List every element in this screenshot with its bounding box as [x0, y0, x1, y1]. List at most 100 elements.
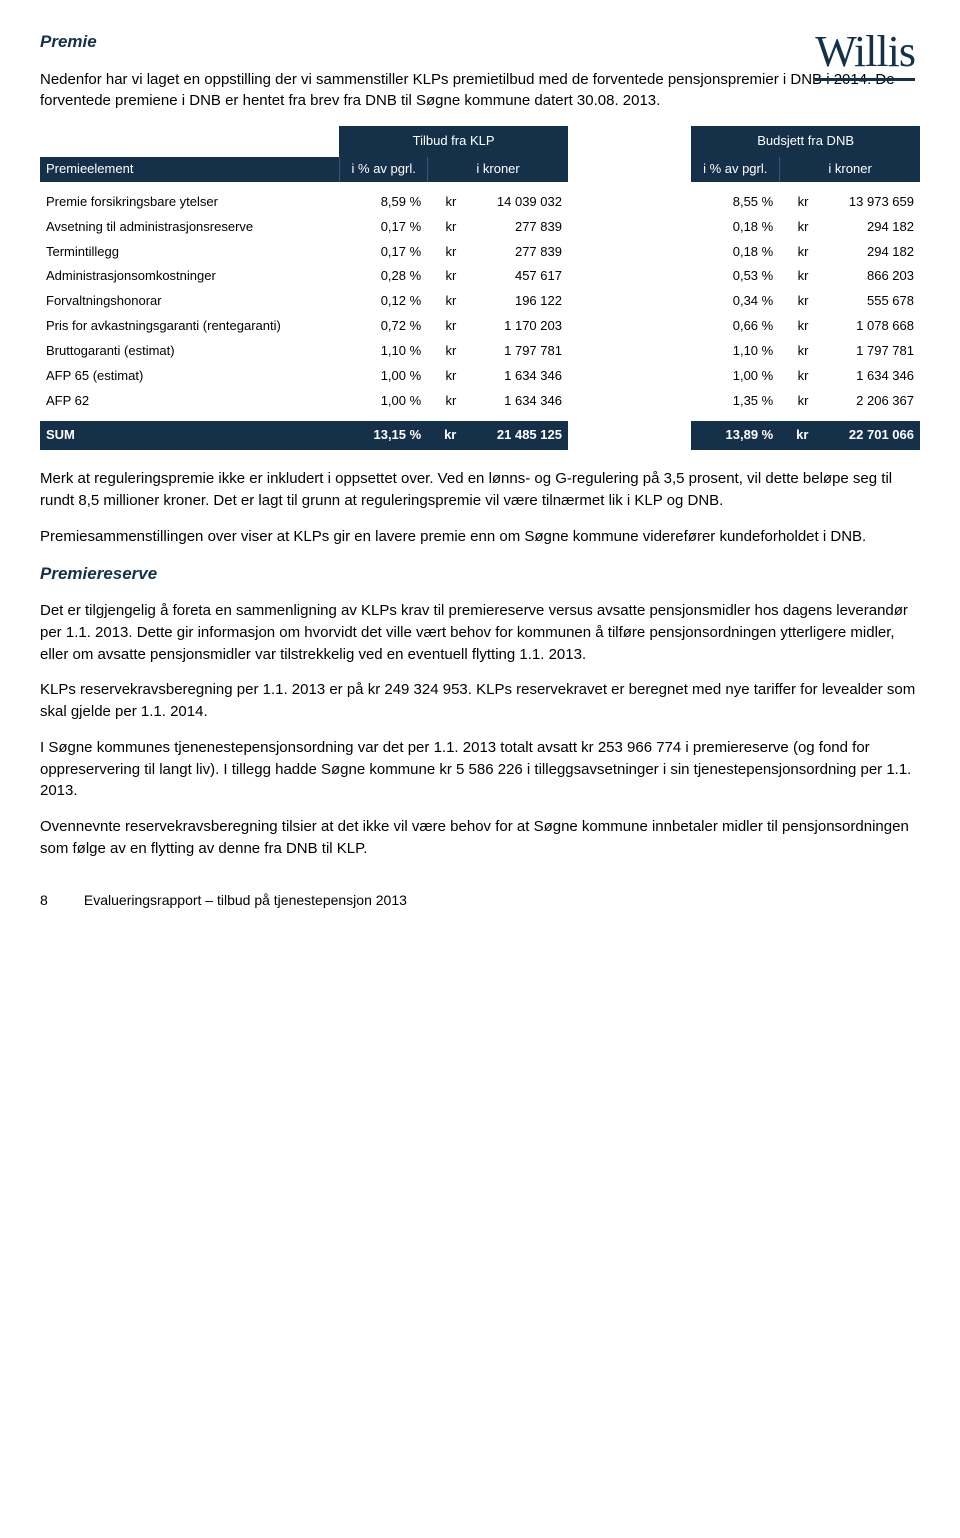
- row-pct-klp: 1,00 %: [339, 364, 427, 389]
- section-title-premie: Premie: [40, 30, 920, 55]
- sum-amount-klp: 21 485 125: [462, 421, 568, 450]
- row-amount-dnb: 2 206 367: [814, 389, 920, 414]
- row-currency: kr: [427, 289, 462, 314]
- row-amount-dnb: 294 182: [814, 240, 920, 265]
- row-currency: kr: [427, 389, 462, 414]
- row-pct-dnb: 1,35 %: [691, 389, 779, 414]
- page-footer: 8 Evalueringsrapport – tilbud på tjenest…: [40, 890, 920, 910]
- sum-pct-klp: 13,15 %: [339, 421, 427, 450]
- sum-pct-dnb: 13,89 %: [691, 421, 779, 450]
- row-label: Forvaltningshonorar: [40, 289, 339, 314]
- row-label: Administrasjonsomkostninger: [40, 264, 339, 289]
- row-amount-klp: 457 617: [462, 264, 568, 289]
- row-amount-klp: 14 039 032: [462, 190, 568, 215]
- row-amount-klp: 196 122: [462, 289, 568, 314]
- row-pct-dnb: 0,34 %: [691, 289, 779, 314]
- row-currency: kr: [779, 339, 814, 364]
- row-pct-klp: 0,12 %: [339, 289, 427, 314]
- row-pct-klp: 0,17 %: [339, 215, 427, 240]
- paragraph-3: Premiesammenstillingen over viser at KLP…: [40, 526, 920, 548]
- row-amount-dnb: 294 182: [814, 215, 920, 240]
- table-header-pct-1: i % av pgrl.: [339, 157, 427, 182]
- row-pct-klp: 0,72 %: [339, 314, 427, 339]
- table-header-group-dnb: Budsjett fra DNB: [691, 126, 920, 157]
- row-pct-dnb: 0,66 %: [691, 314, 779, 339]
- row-label: Bruttogaranti (estimat): [40, 339, 339, 364]
- row-label: AFP 65 (estimat): [40, 364, 339, 389]
- sum-label: SUM: [40, 421, 339, 450]
- row-amount-klp: 1 634 346: [462, 389, 568, 414]
- table-header-kr-2: i kroner: [779, 157, 920, 182]
- row-currency: kr: [779, 264, 814, 289]
- table-row: Pris for avkastningsgaranti (rentegarant…: [40, 314, 920, 339]
- row-amount-dnb: 1 797 781: [814, 339, 920, 364]
- table-row: Premie forsikringsbare ytelser8,59 %kr14…: [40, 190, 920, 215]
- row-pct-dnb: 0,18 %: [691, 240, 779, 265]
- row-label: Avsetning til administrasjonsreserve: [40, 215, 339, 240]
- premie-table: Tilbud fra KLP Budsjett fra DNB Premieel…: [40, 126, 920, 450]
- table-row: Forvaltningshonorar0,12 %kr196 1220,34 %…: [40, 289, 920, 314]
- brand-logo: Willis: [815, 20, 915, 81]
- row-currency: kr: [427, 314, 462, 339]
- row-pct-dnb: 0,18 %: [691, 215, 779, 240]
- row-label: Termintillegg: [40, 240, 339, 265]
- row-currency: kr: [427, 240, 462, 265]
- row-amount-klp: 277 839: [462, 240, 568, 265]
- row-amount-dnb: 1 634 346: [814, 364, 920, 389]
- table-row: Administrasjonsomkostninger0,28 %kr457 6…: [40, 264, 920, 289]
- paragraph-2: Merk at reguleringspremie ikke er inklud…: [40, 468, 920, 512]
- row-amount-dnb: 555 678: [814, 289, 920, 314]
- table-row: AFP 65 (estimat)1,00 %kr1 634 3461,00 %k…: [40, 364, 920, 389]
- table-header-kr-1: i kroner: [427, 157, 568, 182]
- row-pct-dnb: 1,10 %: [691, 339, 779, 364]
- row-pct-klp: 1,00 %: [339, 389, 427, 414]
- table-header-label: Premieelement: [40, 157, 339, 182]
- row-pct-dnb: 1,00 %: [691, 364, 779, 389]
- row-currency: kr: [779, 215, 814, 240]
- table-header-group-klp: Tilbud fra KLP: [339, 126, 568, 157]
- row-pct-klp: 1,10 %: [339, 339, 427, 364]
- row-pct-klp: 0,17 %: [339, 240, 427, 265]
- row-amount-klp: 277 839: [462, 215, 568, 240]
- row-amount-klp: 1 634 346: [462, 364, 568, 389]
- sum-amount-dnb: 22 701 066: [814, 421, 920, 450]
- row-currency: kr: [427, 339, 462, 364]
- row-amount-klp: 1 797 781: [462, 339, 568, 364]
- table-row: Bruttogaranti (estimat)1,10 %kr1 797 781…: [40, 339, 920, 364]
- table-header-pct-2: i % av pgrl.: [691, 157, 779, 182]
- row-amount-dnb: 866 203: [814, 264, 920, 289]
- row-currency: kr: [427, 264, 462, 289]
- row-label: Pris for avkastningsgaranti (rentegarant…: [40, 314, 339, 339]
- row-label: Premie forsikringsbare ytelser: [40, 190, 339, 215]
- paragraph-7: Ovennevnte reservekravsberegning tilsier…: [40, 816, 920, 860]
- row-pct-klp: 8,59 %: [339, 190, 427, 215]
- table-sum-row: SUM13,15 %kr21 485 12513,89 %kr22 701 06…: [40, 421, 920, 450]
- table-row: Avsetning til administrasjonsreserve0,17…: [40, 215, 920, 240]
- row-currency: kr: [779, 389, 814, 414]
- paragraph-intro: Nedenfor har vi laget en oppstilling der…: [40, 69, 920, 113]
- row-pct-dnb: 0,53 %: [691, 264, 779, 289]
- row-amount-dnb: 13 973 659: [814, 190, 920, 215]
- row-currency: kr: [427, 215, 462, 240]
- sum-currency: kr: [427, 421, 462, 450]
- footer-text: Evalueringsrapport – tilbud på tjenestep…: [84, 892, 407, 908]
- paragraph-5: KLPs reservekravsberegning per 1.1. 2013…: [40, 679, 920, 723]
- row-currency: kr: [779, 364, 814, 389]
- page-number: 8: [40, 890, 80, 910]
- table-row: Termintillegg0,17 %kr277 8390,18 %kr294 …: [40, 240, 920, 265]
- row-currency: kr: [427, 190, 462, 215]
- paragraph-4: Det er tilgjengelig å foreta en sammenli…: [40, 600, 920, 665]
- row-amount-klp: 1 170 203: [462, 314, 568, 339]
- row-pct-dnb: 8,55 %: [691, 190, 779, 215]
- paragraph-6: I Søgne kommunes tjenenestepensjonsordni…: [40, 737, 920, 802]
- row-currency: kr: [779, 240, 814, 265]
- row-pct-klp: 0,28 %: [339, 264, 427, 289]
- row-amount-dnb: 1 078 668: [814, 314, 920, 339]
- table-row: AFP 621,00 %kr1 634 3461,35 %kr2 206 367: [40, 389, 920, 414]
- row-currency: kr: [779, 289, 814, 314]
- section-title-premiereserve: Premiereserve: [40, 562, 920, 587]
- row-label: AFP 62: [40, 389, 339, 414]
- logo-text: Willis: [815, 27, 915, 76]
- row-currency: kr: [779, 190, 814, 215]
- row-currency: kr: [427, 364, 462, 389]
